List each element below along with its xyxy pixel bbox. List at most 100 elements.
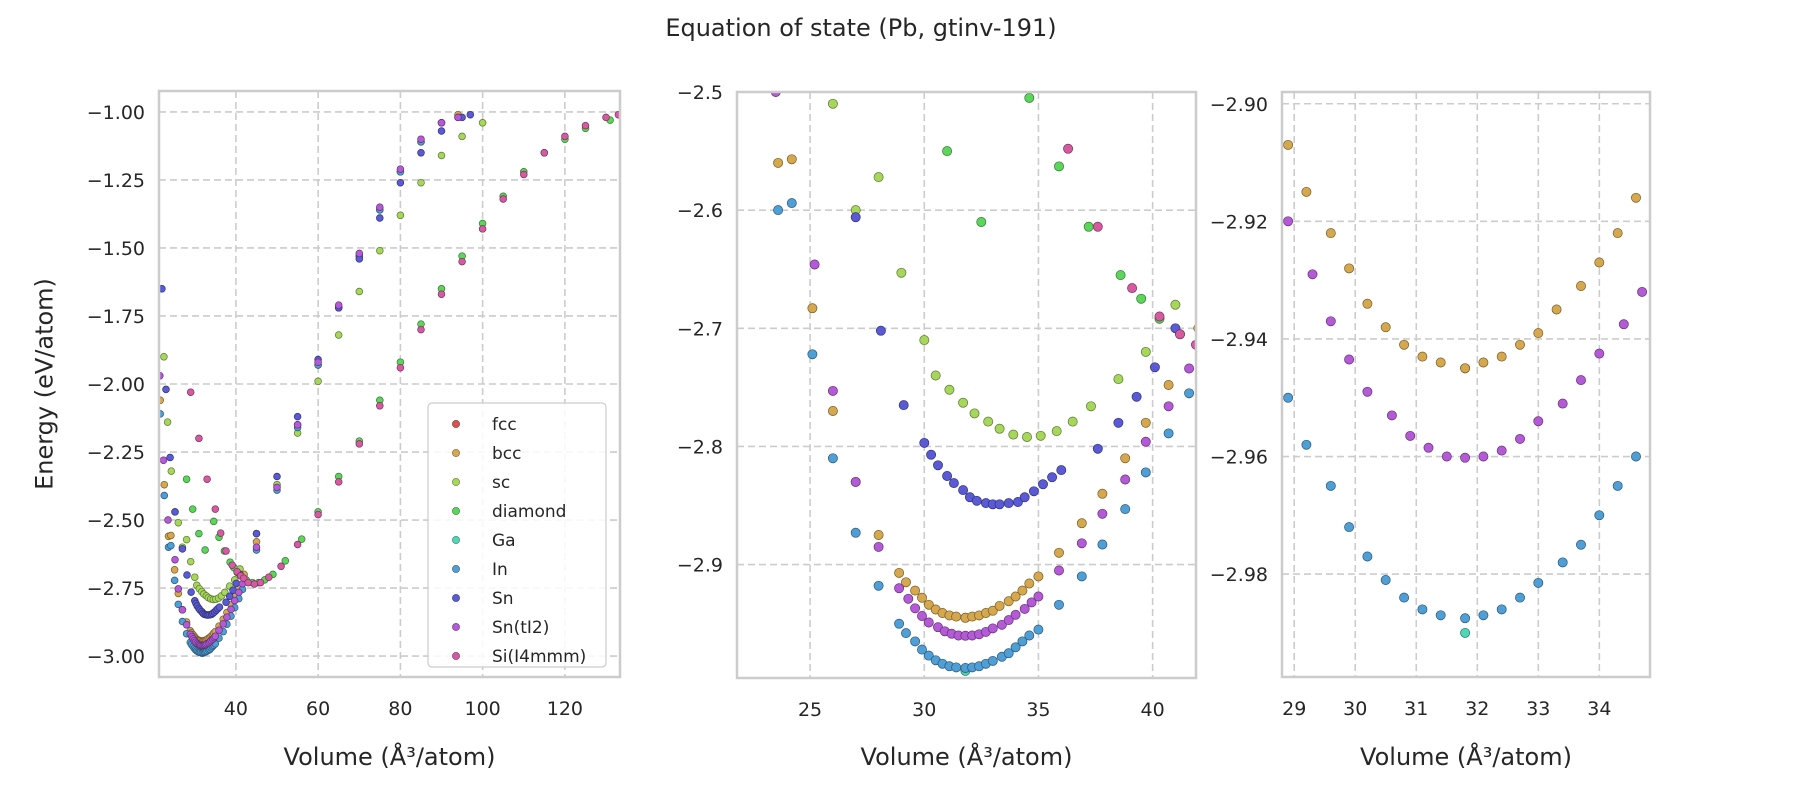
point-bcc (1003, 596, 1014, 607)
point-sn (971, 495, 982, 506)
point-in (910, 636, 921, 647)
point-si-i4mmm- (222, 547, 230, 555)
point-sn-ti2- (355, 249, 364, 258)
point-sn-ti2- (215, 626, 223, 634)
point-sn (252, 529, 261, 538)
point-bcc (1033, 571, 1044, 582)
point-in (160, 491, 169, 500)
point-sn-ti2- (230, 596, 239, 605)
point-sn-ti2- (917, 611, 927, 621)
point-diamond (942, 146, 953, 157)
point-in (1010, 642, 1021, 653)
point-sn (159, 285, 166, 293)
point-sn-ti2- (396, 165, 405, 173)
point-sc (1140, 346, 1151, 357)
point-sc (1067, 416, 1078, 427)
point-diamond (297, 535, 306, 543)
y-tick-label: −1.00 (87, 102, 145, 124)
point-in (901, 628, 911, 639)
legend-entry: In (452, 560, 508, 580)
legend-label: In (492, 560, 508, 580)
point-bcc (1515, 339, 1525, 350)
point-si-i4mmm- (561, 132, 569, 141)
x-tick-label: 60 (306, 698, 330, 720)
point-in (174, 600, 183, 609)
point-sn (215, 603, 224, 611)
point-bcc (1283, 139, 1294, 150)
point-sc (182, 535, 191, 544)
point-sc (994, 423, 1005, 434)
point-sn-ti2- (1386, 410, 1397, 421)
x-tick-labels: 25 30 35 40 (798, 699, 1165, 721)
point-sn-ti2- (903, 593, 914, 604)
point-bcc (1140, 417, 1151, 428)
x-tick-labels: 29 30 31 32 33 34 (1282, 698, 1611, 720)
point-in (1017, 636, 1028, 647)
panel-zoom-range: 29 30 31 32 33 34 −2.90 −2.92 −2.94 −2.96 −2.98 V… (1210, 90, 1652, 771)
point-sn (933, 460, 943, 471)
point-sc (221, 588, 229, 597)
point-sn (1038, 479, 1048, 490)
point-bcc (917, 592, 927, 603)
point-in (1594, 510, 1605, 521)
y-tick-label: −2.90 (1210, 94, 1268, 116)
point-si-i4mmm- (376, 402, 384, 410)
point-diamond (281, 557, 290, 565)
legend-frame (427, 402, 607, 668)
legend-label: Sn(tI2) (492, 618, 549, 638)
legend-label: fcc (492, 415, 517, 435)
y-tick-label: −2.50 (87, 510, 145, 532)
point-si-i4mmm- (602, 113, 610, 122)
point-bcc (1017, 585, 1028, 596)
legend-marker (452, 594, 460, 602)
point-si-i4mmm- (250, 580, 259, 588)
x-axis-label: Volume (Å³/atom) (284, 742, 496, 771)
point-si-i4mmm- (355, 440, 364, 448)
point-in (773, 205, 784, 216)
point-sn-ti2- (910, 603, 921, 614)
point-in (1362, 551, 1373, 562)
point-sc (958, 397, 969, 408)
point-si-i4mmm- (334, 478, 343, 486)
point-in (167, 541, 175, 550)
y-tick-labels: −2.90 −2.92 −2.94 −2.96 −2.98 (1210, 94, 1268, 586)
point-sn-ti2- (1405, 430, 1416, 441)
point-sn (994, 499, 1005, 510)
x-tick-label: 31 (1404, 698, 1428, 720)
point-bcc (1533, 328, 1544, 339)
point-sn (1019, 492, 1030, 503)
y-tick-label: −2.00 (87, 374, 145, 396)
point-si-i4mmm- (1092, 221, 1103, 232)
point-bcc (1024, 578, 1035, 589)
point-sn (437, 127, 446, 135)
point-bcc (1362, 298, 1373, 309)
point-sn (396, 178, 405, 187)
point-sc (376, 246, 384, 255)
point-sn-ti2- (1362, 386, 1373, 397)
point-sn-ti2- (1283, 216, 1294, 227)
point-bcc (1631, 192, 1641, 203)
point-sc (191, 573, 199, 581)
point-sc (944, 384, 955, 395)
point-sn-ti2- (219, 620, 227, 628)
point-in (917, 644, 927, 655)
y-tick-label: −1.75 (87, 306, 145, 328)
legend: fcc bcc sc diamond Ga In Sn Sn(tI2) Si(I4mmm) (427, 402, 607, 668)
point-sn (942, 471, 953, 481)
axes-frame (735, 90, 1198, 680)
point-in (1612, 480, 1623, 491)
point-diamond (1115, 270, 1126, 281)
point-sn-ti2- (178, 606, 187, 614)
point-sc (478, 119, 487, 127)
point-si-i4mmm- (244, 578, 252, 587)
point-si-i4mmm- (1063, 143, 1074, 154)
legend-marker (452, 565, 460, 573)
legend-entry: Si(I4mmm) (452, 647, 586, 667)
point-in (1163, 428, 1174, 439)
axes-frame (1280, 90, 1652, 679)
point-sn (1047, 472, 1058, 483)
point-sc (167, 467, 176, 475)
x-tick-label: 40 (224, 698, 248, 720)
point-si-i4mmm- (314, 510, 322, 519)
